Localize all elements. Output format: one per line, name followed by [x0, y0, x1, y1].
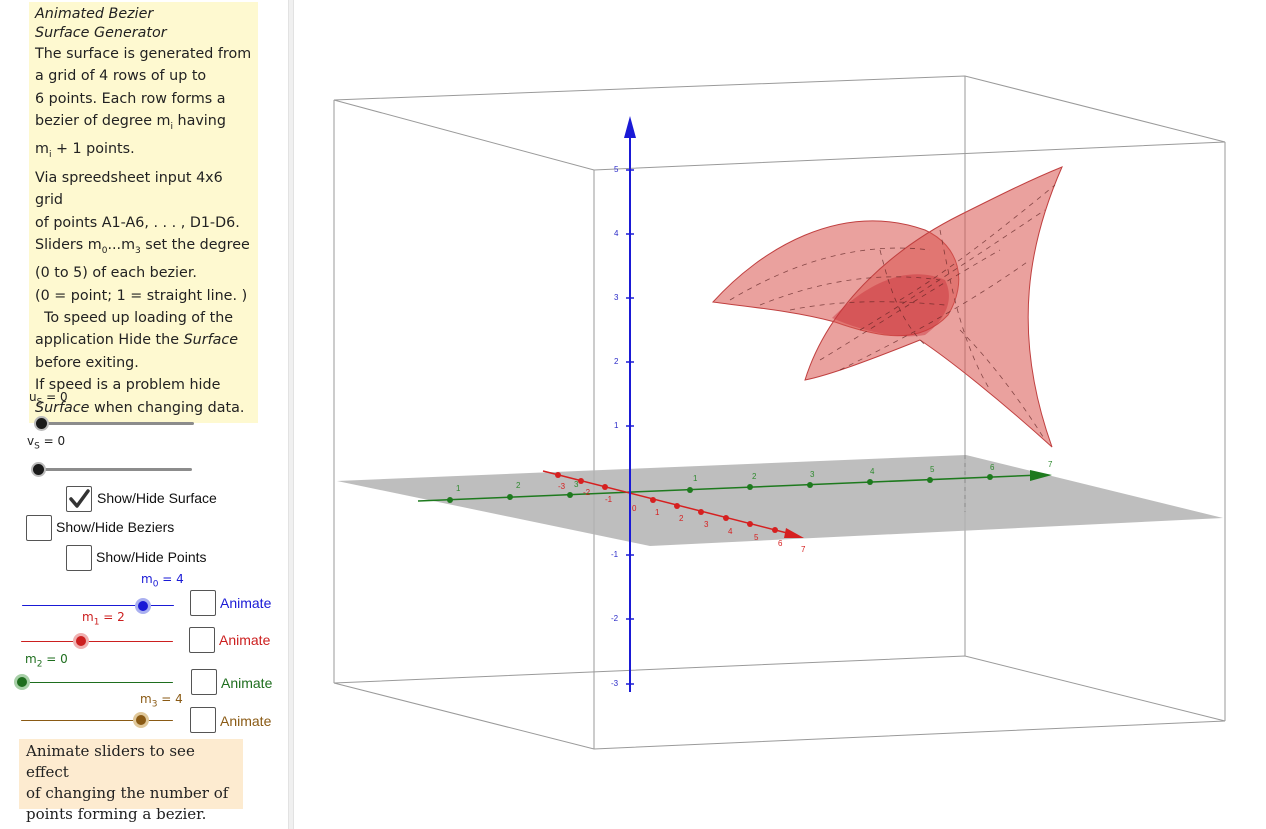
- y-tick-label: 7: [1048, 460, 1053, 469]
- bounding-box: [333, 75, 1226, 750]
- y-tick-label: 1: [693, 474, 698, 483]
- graphics-3d-view[interactable]: 1 2 3 1 2 3 4 5 6 7 -3 -2 -1 0 1 2 3: [294, 0, 1266, 829]
- y-tick-label: 4: [870, 467, 875, 476]
- y-tick-label: 6: [990, 463, 995, 472]
- show-surface-label: Show/Hide Surface: [97, 490, 217, 506]
- show-beziers-checkbox[interactable]: [26, 515, 52, 541]
- slider-m0-label: m0 = 4: [141, 572, 184, 590]
- z-axis: 5 4 3 2 1 -1 -2 -3: [611, 116, 636, 692]
- z-tick-label: 5: [614, 165, 619, 174]
- z-tick-label: 1: [614, 421, 619, 430]
- z-tick-label: 3: [614, 293, 619, 302]
- slider-us-track[interactable]: [38, 422, 194, 425]
- slider-us-handle[interactable]: [34, 416, 49, 431]
- x-tick-label: 2: [679, 514, 684, 523]
- description-line: (0 to 5) of each bezier.: [35, 265, 197, 282]
- checkmark-icon: [69, 489, 90, 508]
- y-axis: 1 2 3 1 2 3 4 5 6 7: [417, 460, 1053, 503]
- x-tick-label: 1: [655, 508, 660, 517]
- y-tick-label: 1: [456, 484, 461, 493]
- animate-m2-checkbox[interactable]: [191, 669, 217, 695]
- description-line: (0 = point; 1 = straight line. ): [35, 287, 248, 304]
- z-tick-label: -3: [611, 679, 619, 688]
- slider-vs-handle[interactable]: [31, 462, 46, 477]
- hint-line: Animate sliders to see effect: [26, 742, 195, 781]
- app-title-line2: Surface Generator: [35, 25, 167, 41]
- slider-m0-handle[interactable]: [135, 598, 151, 614]
- x-tick-label: 6: [778, 539, 783, 548]
- x-tick-label: -3: [558, 482, 566, 491]
- slider-vs-label: vS = 0: [27, 434, 66, 452]
- y-tick-label: 3: [574, 480, 579, 489]
- description-line: mi + 1 points.: [35, 141, 135, 161]
- x-tick-label: 0: [632, 504, 637, 513]
- z-tick-label: -2: [611, 614, 619, 623]
- slider-m3-track[interactable]: [21, 720, 173, 721]
- slider-m2-track[interactable]: [22, 682, 173, 683]
- hint-line: points forming a bezier.: [26, 805, 207, 823]
- x-tick-label: -1: [605, 495, 613, 504]
- slider-m1-handle[interactable]: [73, 633, 89, 649]
- animate-m2-label: Animate: [221, 675, 273, 691]
- xy-plane: [337, 455, 1223, 546]
- y-tick-label: 3: [810, 470, 815, 479]
- description-line: 6 points. Each row forms a: [35, 90, 226, 107]
- animate-m3-label: Animate: [220, 713, 272, 729]
- x-axis: -3 -2 -1 0 1 2 3 4 5 6 7: [542, 470, 806, 554]
- x-tick-label: 7: [801, 545, 806, 554]
- animate-m0-label: Animate: [220, 595, 272, 611]
- slider-m3-handle[interactable]: [133, 712, 149, 728]
- x-tick-label: -2: [583, 488, 591, 497]
- algebra-panel: Animated Bezier Surface Generator The su…: [0, 0, 288, 829]
- y-tick-label: 2: [516, 481, 521, 490]
- slider-m1-track[interactable]: [21, 641, 173, 642]
- show-beziers-label: Show/Hide Beziers: [56, 519, 175, 535]
- description-line: of points A1-A6, . . . , D1-D6.: [35, 214, 240, 231]
- slider-m2-label: m2 = 0: [25, 652, 68, 670]
- slider-m3-label: m3 = 4: [140, 692, 183, 710]
- slider-m1-label: m1 = 2: [82, 610, 125, 628]
- hint-line: of changing the number of: [26, 784, 229, 802]
- description-textbox: Animated Bezier Surface Generator The su…: [29, 2, 258, 424]
- hint-textbox: Animate sliders to see effect of changin…: [19, 739, 243, 823]
- description-line: If speed is a problem hide: [35, 377, 221, 394]
- show-surface-checkbox[interactable]: [66, 486, 92, 512]
- bezier-surface: [712, 166, 1063, 448]
- animate-m1-checkbox[interactable]: [189, 627, 215, 653]
- show-points-checkbox[interactable]: [66, 545, 92, 571]
- panel-divider[interactable]: [288, 0, 294, 829]
- x-tick-label: 4: [728, 527, 733, 536]
- show-points-label: Show/Hide Points: [96, 549, 207, 565]
- description-line: before exiting.: [35, 354, 139, 371]
- description-line: Sliders m0...m3 set the degree: [35, 236, 250, 256]
- animate-m0-checkbox[interactable]: [190, 590, 216, 616]
- description-line: To speed up loading of the: [35, 310, 234, 327]
- slider-vs-track[interactable]: [36, 468, 192, 471]
- y-tick-label: 5: [930, 465, 935, 474]
- description-line: bezier of degree mi having: [35, 113, 226, 133]
- animate-m1-label: Animate: [219, 632, 271, 648]
- y-tick-label: 2: [752, 472, 757, 481]
- slider-us-label: uS = 0: [29, 390, 68, 408]
- slider-m2-handle[interactable]: [14, 674, 30, 690]
- app-title-line1: Animated Bezier: [35, 6, 154, 22]
- description-line: Via spreedsheet input 4x6 grid: [35, 169, 223, 209]
- x-tick-label: 3: [704, 520, 709, 529]
- description-line: The surface is generated from: [35, 46, 252, 62]
- animate-m3-checkbox[interactable]: [190, 707, 216, 733]
- z-tick-label: -1: [611, 550, 619, 559]
- z-tick-label: 2: [614, 357, 619, 366]
- x-tick-label: 5: [754, 533, 759, 542]
- description-line: a grid of 4 rows of up to: [35, 68, 207, 85]
- description-line: Surface when changing data.: [35, 399, 245, 416]
- slider-m0-track[interactable]: [22, 605, 174, 606]
- z-tick-label: 4: [614, 229, 619, 238]
- description-line: application Hide the Surface: [35, 332, 239, 349]
